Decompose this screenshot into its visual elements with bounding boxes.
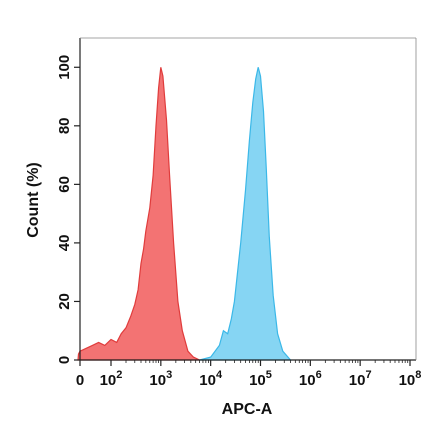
x-tick-label: 104	[199, 369, 223, 389]
y-tick-label: 40	[56, 235, 73, 252]
x-tick-label: 0	[76, 372, 84, 389]
y-axis-title: Count (%)	[25, 162, 42, 238]
y-tick-label: 0	[56, 356, 73, 364]
histogram-series-2	[199, 67, 292, 361]
y-tick-label: 20	[56, 293, 73, 310]
x-tick-label: 103	[149, 369, 172, 389]
x-tick-label: 108	[399, 369, 422, 389]
y-tick-label: 100	[56, 55, 73, 80]
histogram-series-1	[77, 67, 200, 361]
x-axis-title: APC-A	[222, 401, 273, 418]
y-tick-label: 80	[56, 117, 73, 134]
x-tick-label: 102	[100, 369, 123, 389]
x-tick-label: 105	[249, 369, 272, 389]
x-tick-label: 106	[299, 369, 322, 389]
y-tick-label: 60	[56, 176, 73, 193]
x-tick-label: 107	[349, 369, 372, 389]
